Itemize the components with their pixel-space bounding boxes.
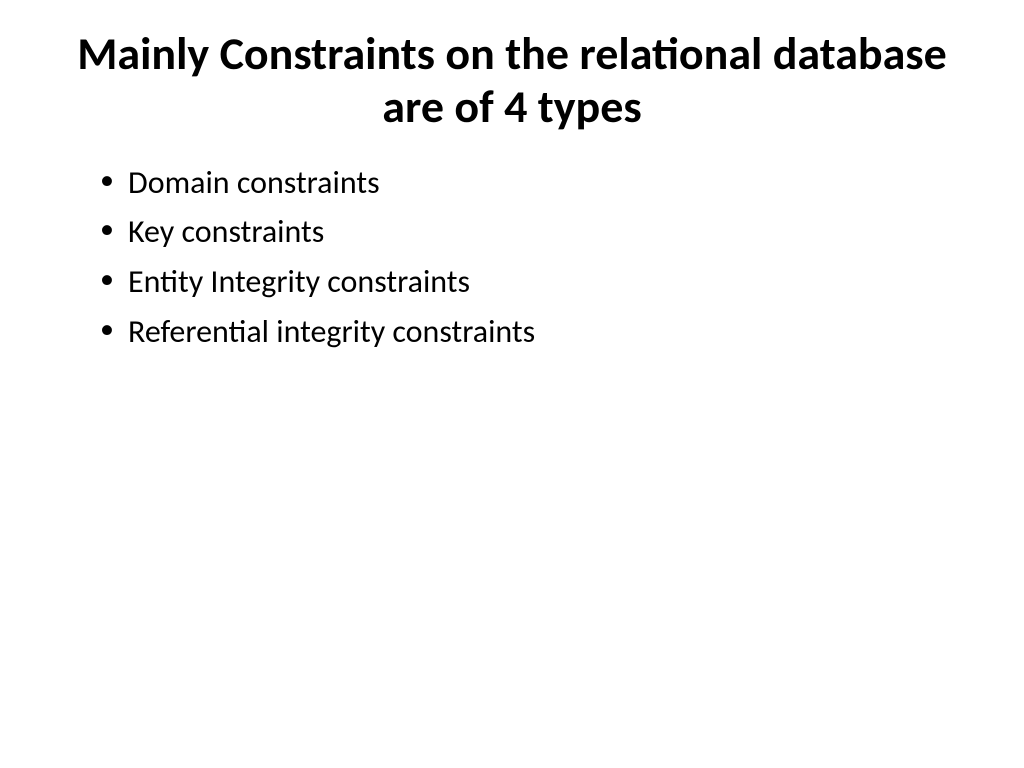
list-item: Entity Integrity constraints — [100, 257, 964, 307]
slide-title: Mainly Constraints on the relational dat… — [60, 28, 964, 134]
list-item: Referential integrity constraints — [100, 307, 964, 357]
list-item: Domain constraints — [100, 158, 964, 208]
list-item: Key constraints — [100, 207, 964, 257]
bullet-list: Domain constraints Key constraints Entit… — [60, 158, 964, 356]
